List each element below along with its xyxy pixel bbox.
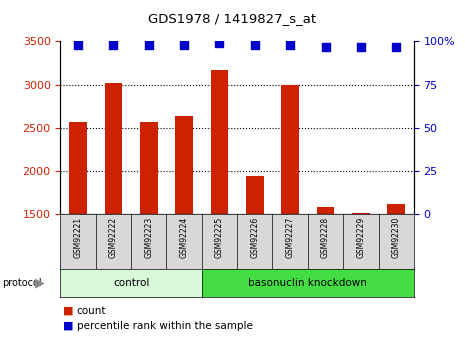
Text: ■: ■ xyxy=(63,306,73,315)
Text: GSM92230: GSM92230 xyxy=(392,217,401,258)
Point xyxy=(74,42,82,48)
Bar xyxy=(105,83,122,214)
Point xyxy=(110,42,117,48)
Bar xyxy=(175,116,193,214)
Text: GSM92228: GSM92228 xyxy=(321,217,330,258)
Text: GSM92223: GSM92223 xyxy=(144,217,153,258)
Point xyxy=(216,40,223,46)
Bar xyxy=(387,204,405,214)
Text: GSM92225: GSM92225 xyxy=(215,217,224,258)
Text: ■: ■ xyxy=(63,321,73,331)
Text: control: control xyxy=(113,278,149,288)
Point xyxy=(180,42,188,48)
Text: GDS1978 / 1419827_s_at: GDS1978 / 1419827_s_at xyxy=(148,12,317,25)
Bar xyxy=(317,207,334,214)
Bar xyxy=(352,213,370,214)
Bar xyxy=(140,121,158,214)
Text: GSM92222: GSM92222 xyxy=(109,217,118,258)
Text: basonuclin knockdown: basonuclin knockdown xyxy=(248,278,367,288)
Point xyxy=(392,44,400,49)
Text: GSM92227: GSM92227 xyxy=(286,217,295,258)
Point xyxy=(357,44,365,49)
Text: GSM92226: GSM92226 xyxy=(250,217,259,258)
Bar xyxy=(69,122,87,214)
Text: percentile rank within the sample: percentile rank within the sample xyxy=(77,321,252,331)
Point xyxy=(322,44,329,49)
Point xyxy=(251,42,259,48)
Point xyxy=(286,42,294,48)
Bar xyxy=(281,85,299,214)
Text: count: count xyxy=(77,306,106,315)
Text: GSM92229: GSM92229 xyxy=(356,217,365,258)
Point xyxy=(145,42,153,48)
Text: ▶: ▶ xyxy=(35,276,44,289)
Bar xyxy=(246,176,264,214)
Text: GSM92224: GSM92224 xyxy=(179,217,189,258)
Text: protocol: protocol xyxy=(2,278,42,288)
Text: GSM92221: GSM92221 xyxy=(73,217,83,258)
Bar xyxy=(211,70,228,214)
